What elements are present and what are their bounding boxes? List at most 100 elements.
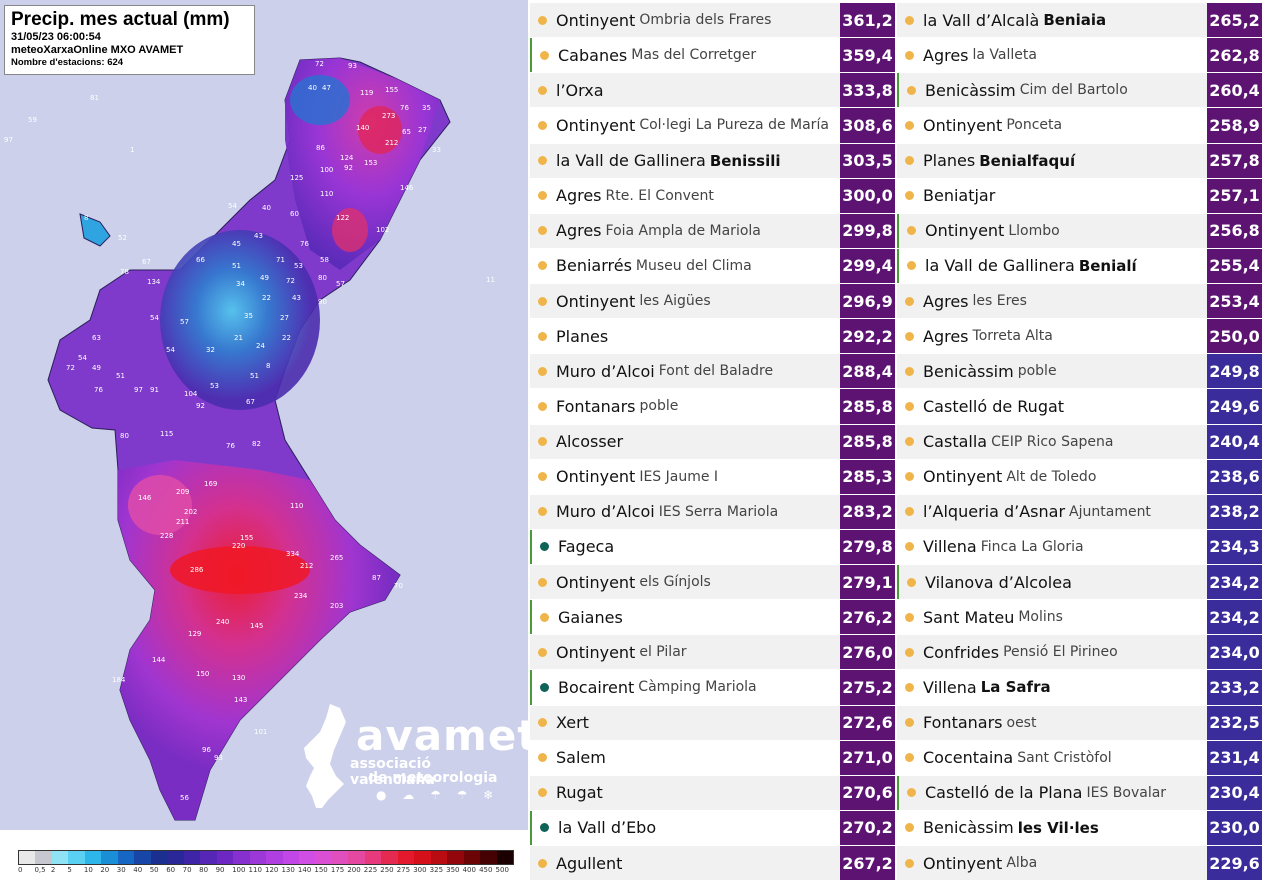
precip-value: 270,6 [840,775,895,810]
station-value-label: 125 [290,174,303,182]
legend-label: 250 [380,866,394,874]
station-place: Benissili [709,151,781,170]
station-type-dot-icon [538,718,547,728]
station-place: Benialfaquí [979,151,1076,170]
precip-value: 234,3 [1207,529,1262,565]
station-place: IES Serra Mariola [658,503,779,520]
precip-value: 258,9 [1207,108,1262,143]
ranking-row: la Vall de Gallinera Benissili 303,5 [530,143,895,178]
station-place: IES Jaume I [639,468,719,485]
station-type-dot-icon [905,120,914,130]
station-value-label: 67 [142,258,151,266]
precip-value: 238,2 [1207,494,1262,529]
station-name-cell: Agres Torreta Alta [897,319,1207,353]
station-value-label: 146 [400,184,414,192]
town-name: Sant Mateu [923,607,1015,627]
station-name-cell: Fontanars poble [530,389,840,423]
station-place: Molins [1018,609,1063,626]
legend-swatch [19,851,36,864]
ranking-row: Ontinyent les Aigües 296,9 [530,284,895,319]
station-place: Alt de Toledo [1006,468,1097,485]
station-value-label: 334 [286,550,300,558]
station-value-label: 110 [320,190,333,198]
ranking-row: Villena Finca La Gloria 234,3 [897,529,1262,565]
logo-wordmark: avamet [356,711,528,760]
station-value-label: 35 [422,104,431,112]
station-place: Finca La Gloria [980,538,1084,555]
legend-swatch [364,851,382,864]
station-name-cell: Agullent [530,846,840,880]
ranking-row: Benicàssim Cim del Bartolo 260,4 [897,73,1262,108]
town-name: Ontinyent [556,642,636,662]
town-name: la Vall d’Ebo [558,818,657,838]
station-type-dot-icon [538,401,547,411]
station-type-dot-icon [538,261,547,271]
town-name: l’Alqueria d’Asnar [923,502,1066,522]
town-name: Vilanova d’Alcolea [925,572,1072,592]
station-value-label: 60 [290,210,299,218]
town-name: Rugat [556,783,603,803]
ranking-row: Vilanova d’Alcolea 234,2 [897,565,1262,600]
precip-value: 276,0 [840,635,895,670]
ranking-row: Rugat 270,6 [530,775,895,810]
legend-swatch [430,851,448,864]
station-type-dot-icon [538,331,547,341]
station-value-label: 81 [90,94,99,102]
station-type-dot-icon [905,15,914,25]
station-place: Ombria dels Frares [639,12,772,29]
precip-value: 253,4 [1207,284,1262,319]
station-value-label: 155 [240,534,253,542]
legend-swatch [282,851,299,864]
station-type-dot-icon [907,85,916,95]
station-value-label: 21 [234,334,243,342]
town-name: Xert [556,713,589,733]
station-place: la Valleta [972,47,1037,64]
station-value-label: 52 [118,234,127,242]
station-name-cell: Bocairent Càmping Mariola [532,670,840,704]
station-place: Cim del Bartolo [1019,82,1128,99]
legend-swatch [298,851,316,864]
station-value-label: 47 [322,84,331,92]
precip-value: 230,4 [1207,775,1262,810]
avamet-logo: avamet associació valenciana de meteorol… [300,700,528,810]
legend-label: 0,5 [34,866,46,874]
station-value-label: 80 [120,432,129,440]
station-type-dot-icon [905,647,914,657]
station-type-dot-icon [538,577,547,587]
legend-swatch [150,851,168,864]
station-value-label: 24 [256,342,265,350]
legend-swatch [496,851,514,864]
station-value-label: 91 [150,386,159,394]
station-name-cell: la Vall d’Alcalà Beniaia [897,3,1207,37]
station-type-dot-icon [907,261,916,271]
enclave [79,213,111,247]
town-name: Ontinyent [556,291,636,311]
station-place: poble [639,398,679,415]
station-value-label: 51 [232,262,241,270]
station-name-cell: Ontinyent els Gínjols [530,565,840,599]
station-name-cell: Vilanova d’Alcolea [899,565,1207,599]
legend-swatch [447,851,464,864]
town-name: Cocentaina [923,748,1014,768]
station-name-cell: l’Orxa [530,73,840,107]
ranking-row: l’Orxa 333,8 [530,73,895,108]
precip-value: 234,2 [1207,600,1262,635]
station-value-label: 273 [382,112,395,120]
station-name-cell: Castelló de Rugat [897,389,1207,423]
station-name-cell: Agres Rte. El Convent [530,179,840,213]
station-place: Llombo [1008,222,1060,239]
station-value-label: 146 [138,494,152,502]
legend-swatch [51,851,69,864]
town-name: Gaianes [558,607,623,627]
station-type-dot-icon [538,15,547,25]
station-name-cell: Agres la Valleta [897,38,1207,72]
legend-swatch [68,851,85,864]
legend-label: 50 [149,866,159,874]
station-value-label: 92 [344,164,353,172]
ranking-row: Ontinyent Llombo 256,8 [897,213,1262,248]
town-name: Villena [923,677,977,697]
legend-label: 120 [265,866,279,874]
station-name-cell: Ontinyent les Aigües [530,284,840,318]
ranking-row: Gaianes 276,2 [530,600,895,635]
